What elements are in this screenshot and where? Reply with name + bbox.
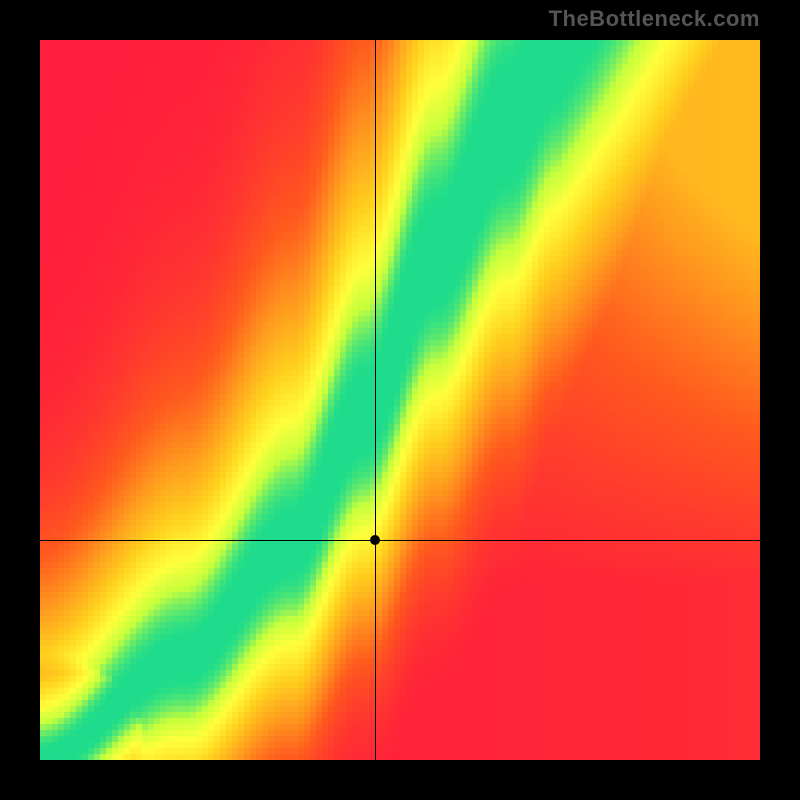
- watermark-text: TheBottleneck.com: [549, 6, 760, 32]
- chart-frame: TheBottleneck.com: [0, 0, 800, 800]
- marker-dot: [370, 535, 380, 545]
- crosshair-vertical: [375, 40, 376, 760]
- crosshair-horizontal: [40, 540, 760, 541]
- heatmap-canvas: [40, 40, 760, 760]
- plot-area: [40, 40, 760, 760]
